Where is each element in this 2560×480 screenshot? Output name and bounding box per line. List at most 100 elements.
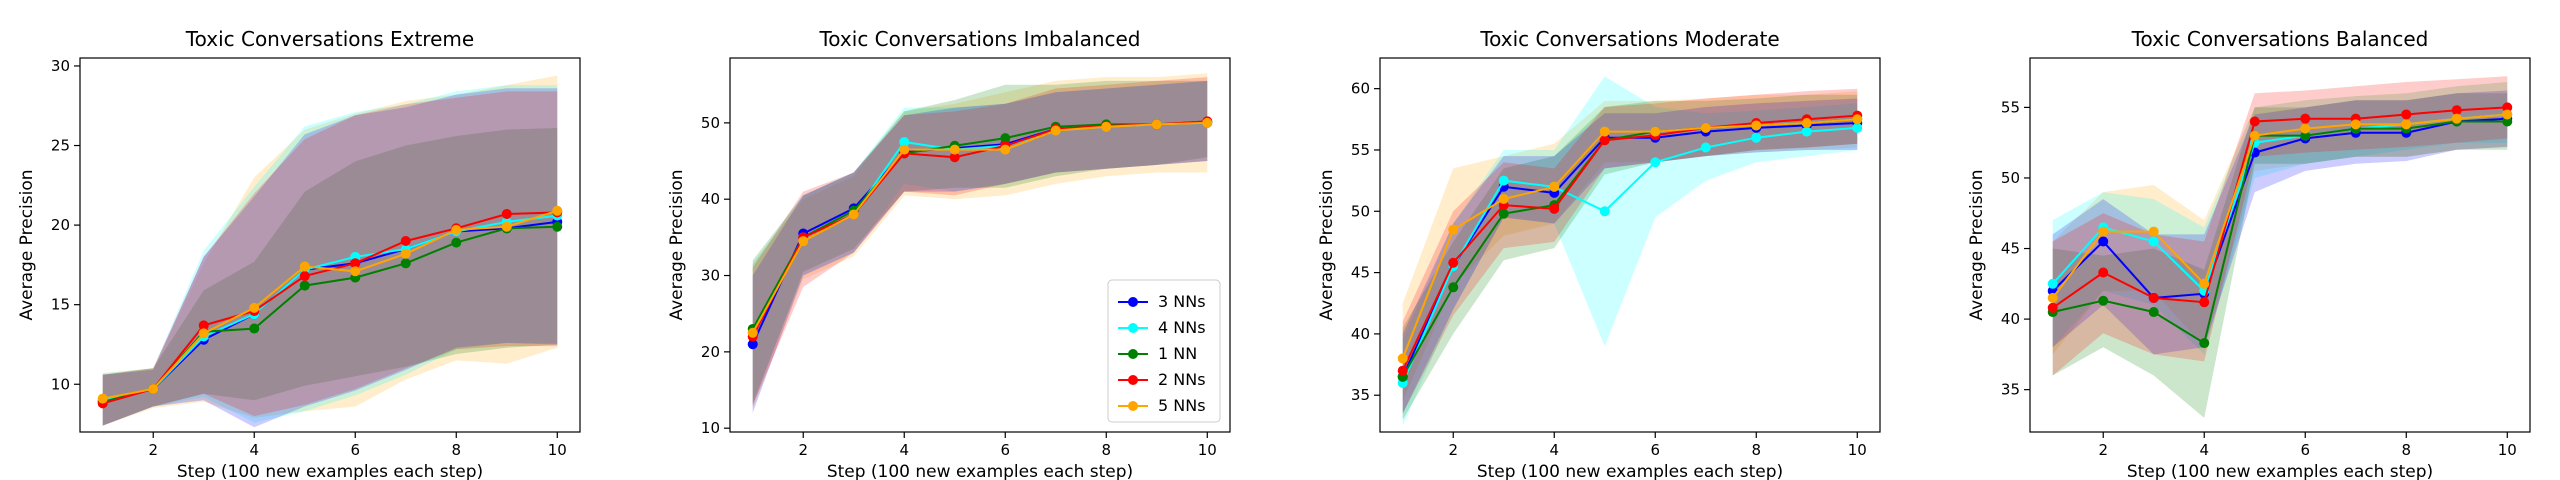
legend-item-2-nns: 2 NNs: [1118, 370, 1206, 389]
data-point-5-nns: [2098, 226, 2109, 237]
axes-frame: [729, 57, 1231, 433]
data-point-2-nns: [400, 236, 411, 247]
data-point-1-nn: [249, 323, 260, 334]
data-point-4-nns: [1700, 142, 1711, 153]
y-tick-label: 40: [2001, 310, 2020, 328]
y-tick-label: 50: [1351, 202, 1370, 220]
y-tick-label: 50: [701, 114, 720, 132]
data-point-2-nns: [2502, 102, 2513, 113]
y-tick-label: 15: [51, 296, 70, 314]
data-point-5-nns: [1151, 119, 1162, 130]
data-point-4-nns: [1650, 157, 1661, 168]
data-point-5-nns: [400, 248, 411, 259]
data-point-5-nns: [2047, 292, 2058, 303]
band-5-nns: [102, 75, 558, 426]
series-line-5-nns: [2051, 113, 2508, 299]
data-point-2-nns: [1448, 257, 1459, 268]
y-tick-label: 50: [2001, 169, 2020, 187]
band-3-nns: [102, 88, 558, 428]
legend-item-3-nns: 3 NNs: [1118, 292, 1206, 311]
data-point-5-nns: [1801, 117, 1812, 128]
data-point-2-nns: [1599, 135, 1610, 146]
x-axis-label: Step (100 new examples each step): [2127, 462, 2433, 480]
series-line-3-nns: [2052, 117, 2508, 299]
data-point-3-nns: [2098, 236, 2109, 247]
chart-panel-4: Toxic Conversations Balanced 2 4 6 8 10 35 40 45…: [1967, 27, 2531, 480]
data-point-1-nn: [2199, 338, 2210, 349]
legend-label: 3 NNs: [1158, 292, 1206, 311]
series-line-2-nns: [2052, 106, 2508, 309]
band-2-nns: [102, 91, 558, 426]
x-tick-label: 10: [1198, 441, 1217, 459]
x-tick-label: 4: [899, 441, 909, 459]
band-5-nns: [752, 73, 1208, 410]
data-point-5-nns: [451, 224, 462, 235]
data-point-2-nns: [2401, 109, 2412, 120]
data-point-5-nns: [97, 393, 108, 404]
y-tick-label: 45: [1351, 264, 1370, 282]
axes-frame: [79, 57, 581, 433]
data-point-4-nns: [1801, 126, 1812, 137]
data-point-5-nns: [1448, 224, 1459, 235]
data-point-5-nns: [1050, 125, 1061, 136]
y-axis-label: Average Precision: [1317, 169, 1337, 320]
band-1-nn: [752, 80, 1208, 406]
band-3-nns: [2052, 90, 2508, 355]
y-tick-label: 20: [51, 216, 70, 234]
y-tick-label: 55: [1351, 141, 1370, 159]
data-point-2-nns: [2148, 292, 2159, 303]
band-4-nns: [2052, 82, 2508, 355]
data-point-5-nns: [848, 209, 859, 220]
legend: 3 NNs 4 NNs 1 NN 2 NNs 5 NNs: [1107, 279, 1221, 423]
data-point-1-nn: [1448, 282, 1459, 293]
data-point-5-nns: [2300, 123, 2311, 134]
y-tick-label: 10: [51, 375, 70, 393]
y-tick-label: 35: [2001, 381, 2020, 399]
data-point-1-nn: [552, 221, 563, 232]
data-point-2-nns: [2300, 113, 2311, 124]
data-point-2-nns: [949, 152, 960, 163]
series-line-4-nns: [102, 214, 558, 402]
data-point-4-nns: [1498, 175, 1509, 186]
data-point-2-nns: [299, 271, 310, 282]
legend-swatch-marker: [1128, 297, 1138, 307]
axes-frame: [2029, 57, 2531, 433]
data-point-2-nns: [501, 208, 512, 219]
axes-frame: [1379, 57, 1881, 433]
data-point-1-nn: [451, 237, 462, 248]
y-tick-label: 40: [701, 190, 720, 208]
legend-label: 4 NNs: [1158, 318, 1206, 337]
legend-label: 5 NNs: [1158, 396, 1206, 415]
band-4-nns: [102, 85, 558, 426]
x-axis-label: Step (100 new examples each step): [827, 462, 1133, 480]
data-point-5-nns: [249, 302, 260, 313]
data-point-4-nns: [1751, 132, 1762, 143]
band-2-nns: [1402, 88, 1858, 414]
data-point-5-nns: [1599, 126, 1610, 137]
x-tick-label: 8: [451, 441, 461, 459]
data-point-1-nn: [299, 280, 310, 291]
series-line-5-nns: [751, 121, 1208, 334]
legend-item-1-nn: 1 NN: [1118, 344, 1197, 363]
data-point-5-nns: [198, 328, 209, 339]
band-4-nns: [752, 80, 1208, 402]
data-point-2-nns: [1549, 203, 1560, 214]
data-point-2-nns: [2098, 267, 2109, 278]
legend-swatch-marker: [1128, 401, 1138, 411]
data-point-2-nns: [198, 320, 209, 331]
y-tick-label: 40: [1351, 325, 1370, 343]
x-tick-label: 6: [2300, 441, 2310, 459]
chart-panel-2: Toxic Conversations Imbalanced 2 4 6 8 10 10 20…: [667, 27, 1231, 480]
y-tick-label: 45: [2001, 240, 2020, 258]
data-point-5-nns: [2350, 119, 2361, 130]
data-point-5-nns: [501, 221, 512, 232]
series-line-1-nn: [2052, 120, 2508, 345]
series-line-4-nns: [1401, 126, 1858, 384]
data-point-4-nns: [2148, 236, 2159, 247]
chart-title: Toxic Conversations Moderate: [1479, 27, 1779, 51]
legend-item-5-nns: 5 NNs: [1118, 396, 1206, 415]
legend-item-4-nns: 4 NNs: [1118, 318, 1206, 337]
data-point-2-nns: [2047, 302, 2058, 313]
y-axis-label: Average Precision: [667, 169, 687, 320]
data-point-2-nns: [350, 258, 361, 269]
